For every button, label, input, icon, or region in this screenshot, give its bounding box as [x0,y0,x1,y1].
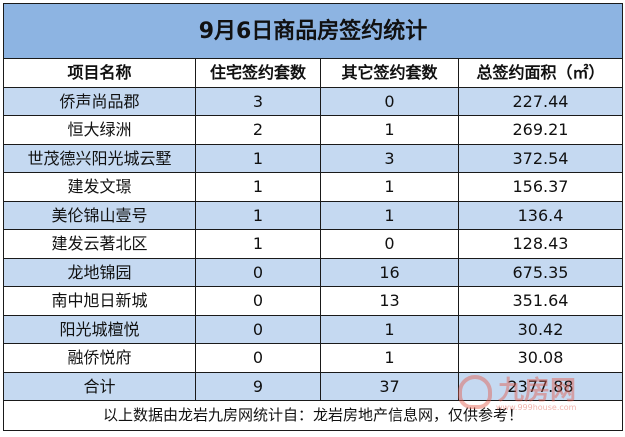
cell-residential-count: 1 [195,172,321,202]
table-row: 恒大绿洲 2 1 269.21 [3,115,623,145]
header-residential-count: 住宅签约套数 [195,58,321,88]
cell-project-name: 阳光城檀悦 [3,314,196,344]
cell-total-area: 372.54 [458,143,623,173]
cell-total-area: 2377.88 [458,371,623,401]
header-other-count: 其它签约套数 [320,58,459,88]
table-row: 融侨悦府 0 1 30.08 [3,343,623,373]
cell-project-name: 龙地锦园 [3,257,196,287]
cell-other-count: 13 [320,286,459,316]
cell-project-name: 合计 [3,371,196,401]
header-row: 项目名称 住宅签约套数 其它签约套数 总签约面积（㎡） [3,58,623,88]
table-title: 9月6日商品房签约统计 [3,3,623,59]
cell-residential-count: 0 [195,314,321,344]
cell-other-count: 1 [320,200,459,230]
cell-total-area: 136.4 [458,200,623,230]
cell-residential-count: 0 [195,257,321,287]
cell-total-area: 351.64 [458,286,623,316]
table-row: 世茂德兴阳光城云墅 1 3 372.54 [3,143,623,173]
cell-residential-count: 9 [195,371,321,401]
cell-other-count: 1 [320,172,459,202]
cell-total-area: 30.08 [458,343,623,373]
header-project-name: 项目名称 [3,58,196,88]
cell-other-count: 16 [320,257,459,287]
cell-total-area: 227.44 [458,86,623,116]
table-row: 龙地锦园 0 16 675.35 [3,257,623,287]
cell-total-area: 675.35 [458,257,623,287]
cell-project-name: 建发云著北区 [3,229,196,259]
cell-total-area: 269.21 [458,115,623,145]
cell-total-area: 30.42 [458,314,623,344]
cell-project-name: 融侨悦府 [3,343,196,373]
table-row: 侨声尚品郡 3 0 227.44 [3,86,623,116]
cell-other-count: 1 [320,115,459,145]
cell-other-count: 0 [320,229,459,259]
cell-residential-count: 1 [195,143,321,173]
cell-project-name: 建发文璟 [3,172,196,202]
cell-project-name: 南中旭日新城 [3,286,196,316]
table-row: 阳光城檀悦 0 1 30.42 [3,314,623,344]
cell-other-count: 1 [320,314,459,344]
cell-residential-count: 2 [195,115,321,145]
cell-residential-count: 0 [195,343,321,373]
footer-note: 以上数据由龙岩九房网统计自：龙岩房地产信息网，仅供参考！ [3,400,623,431]
cell-other-count: 37 [320,371,459,401]
cell-project-name: 美伦锦山壹号 [3,200,196,230]
cell-residential-count: 1 [195,200,321,230]
table-row: 南中旭日新城 0 13 351.64 [3,286,623,316]
table-row: 美伦锦山壹号 1 1 136.4 [3,200,623,230]
table-row: 建发文璟 1 1 156.37 [3,172,623,202]
cell-other-count: 3 [320,143,459,173]
header-total-area: 总签约面积（㎡） [458,58,623,88]
cell-project-name: 世茂德兴阳光城云墅 [3,143,196,173]
cell-project-name: 侨声尚品郡 [3,86,196,116]
table-row: 建发云著北区 1 0 128.43 [3,229,623,259]
cell-residential-count: 1 [195,229,321,259]
cell-other-count: 0 [320,86,459,116]
cell-total-area: 156.37 [458,172,623,202]
cell-other-count: 1 [320,343,459,373]
cell-project-name: 恒大绿洲 [3,115,196,145]
cell-total-area: 128.43 [458,229,623,259]
total-row: 合计 9 37 2377.88 [3,371,623,401]
cell-residential-count: 0 [195,286,321,316]
cell-residential-count: 3 [195,86,321,116]
sales-table: 9月6日商品房签约统计 项目名称 住宅签约套数 其它签约套数 总签约面积（㎡） … [3,3,623,431]
